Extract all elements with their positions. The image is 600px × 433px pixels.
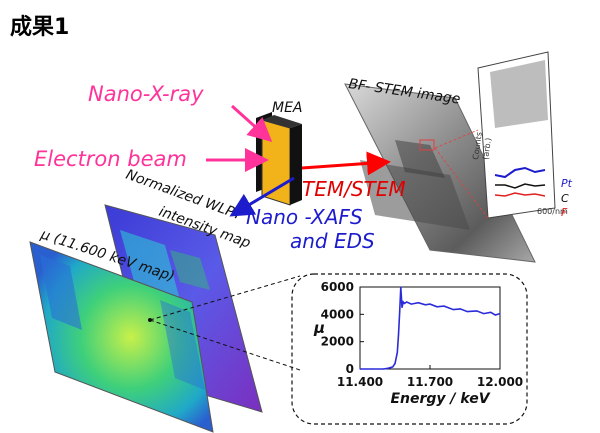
callout-point	[148, 318, 152, 322]
chart-series-line	[360, 286, 501, 370]
chart-data-point	[397, 334, 400, 336]
chart-xlabel: Energy / keV	[390, 391, 490, 407]
nano-xray-arrow	[230, 104, 273, 143]
tem-stem-arrow	[301, 151, 391, 176]
chart-ytick-label: 6000	[321, 280, 354, 294]
chart-data-point	[406, 301, 408, 303]
callout-leader-top	[149, 275, 301, 321]
chart-xtick-label: 12.000	[477, 375, 523, 389]
chart-data-point	[443, 305, 445, 307]
chart-data-point	[394, 362, 396, 365]
eds-ylabel: Counts	[471, 131, 484, 160]
eds-yunit: (arb.)	[481, 137, 493, 160]
chart-data-point	[490, 311, 492, 313]
chart-ytick-label: 4000	[321, 307, 354, 321]
xafs-chart: 0 2000 4000 6000 11.400 11.700 12.000 μ Energ…	[313, 280, 523, 407]
chart-data-point	[403, 302, 405, 304]
chart-data-point	[401, 306, 403, 309]
eds-xtick: 600/nm	[537, 207, 568, 216]
chart-data-point	[494, 314, 496, 316]
chart-data-point	[359, 368, 361, 370]
chart-ytick-label: 2000	[321, 335, 354, 349]
chart-data-point	[459, 308, 461, 310]
chart-data-point	[466, 311, 468, 313]
chart-data-point	[452, 308, 454, 311]
chart-data-point	[382, 368, 384, 370]
chart-xtick-label: 11.700	[407, 375, 453, 389]
callout-leader-bottom	[149, 319, 301, 371]
chart-data-point	[387, 367, 389, 369]
eds-inset: Counts (arb.) 600/nm Pt C F	[434, 51, 573, 219]
eds-f-line	[494, 192, 546, 197]
chart-data-point	[436, 306, 438, 308]
chart-data-point	[402, 301, 404, 303]
chart-data-point	[392, 366, 394, 368]
eds-legend-c: C	[561, 192, 569, 205]
nano-xray-label: Nano-X-ray	[88, 82, 204, 106]
eds-inset-image	[490, 60, 548, 128]
chart-data-point	[424, 304, 426, 306]
chart-data-point	[499, 313, 501, 315]
eds-legend-pt: Pt	[561, 177, 573, 190]
slide-title: 成果1	[10, 15, 69, 40]
electron-beam-label: Electron beam	[34, 147, 187, 171]
chart-ylabel: μ	[313, 319, 325, 337]
eds-pt-line	[494, 166, 546, 179]
mu-map	[29, 241, 214, 433]
chart-data-point	[410, 303, 412, 305]
eds-c-line	[495, 183, 546, 189]
and-eds-label: and EDS	[290, 229, 375, 253]
tem-stem-label: TEM/STEM	[302, 177, 406, 201]
chart-xtick-label: 11.400	[337, 375, 383, 389]
chart-data-point	[371, 368, 373, 370]
chart-data-point	[429, 303, 431, 305]
mea-label: MEA	[272, 100, 303, 116]
chart-data-point	[417, 302, 419, 304]
nano-xafs-label: Nano -XAFS	[246, 205, 363, 229]
chart-data-point	[399, 311, 401, 313]
chart-data-point	[476, 310, 478, 312]
chart-data-point	[483, 313, 485, 315]
chart-ytick-label: 0	[346, 362, 354, 376]
chart-data-point	[396, 352, 398, 354]
stem-roi-box	[419, 139, 435, 151]
eds-legend-f: F	[561, 206, 568, 219]
nano-xafs-arrow	[229, 176, 295, 217]
chart-data-point	[400, 286, 402, 288]
